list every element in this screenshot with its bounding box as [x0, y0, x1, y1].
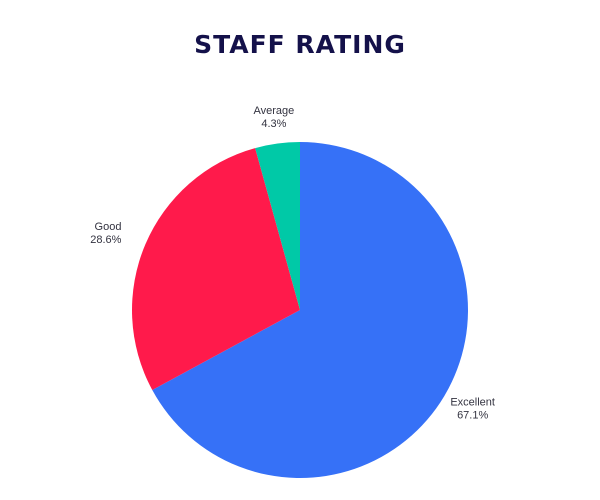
slice-value-average: 4.3%: [261, 118, 286, 130]
pie-slice-average: [255, 142, 300, 310]
pie-slices: [131, 142, 469, 478]
pie-slice-good: [131, 148, 300, 391]
slice-label-excellent: Excellent: [450, 396, 495, 408]
slice-value-good: 28.6%: [90, 234, 121, 246]
pie-slice-excellent: [152, 142, 469, 478]
slice-label-good: Good: [95, 221, 122, 233]
chart-title: STAFF RATING: [194, 30, 406, 59]
slice-label-average: Average: [253, 105, 294, 117]
slice-value-excellent: 67.1%: [457, 409, 488, 421]
